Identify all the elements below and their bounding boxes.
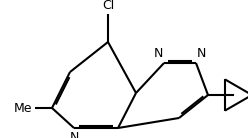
Text: N: N [154,47,163,60]
Text: N: N [197,47,206,60]
Text: Me: Me [13,102,32,115]
Text: N: N [69,131,79,138]
Text: Cl: Cl [102,0,114,12]
